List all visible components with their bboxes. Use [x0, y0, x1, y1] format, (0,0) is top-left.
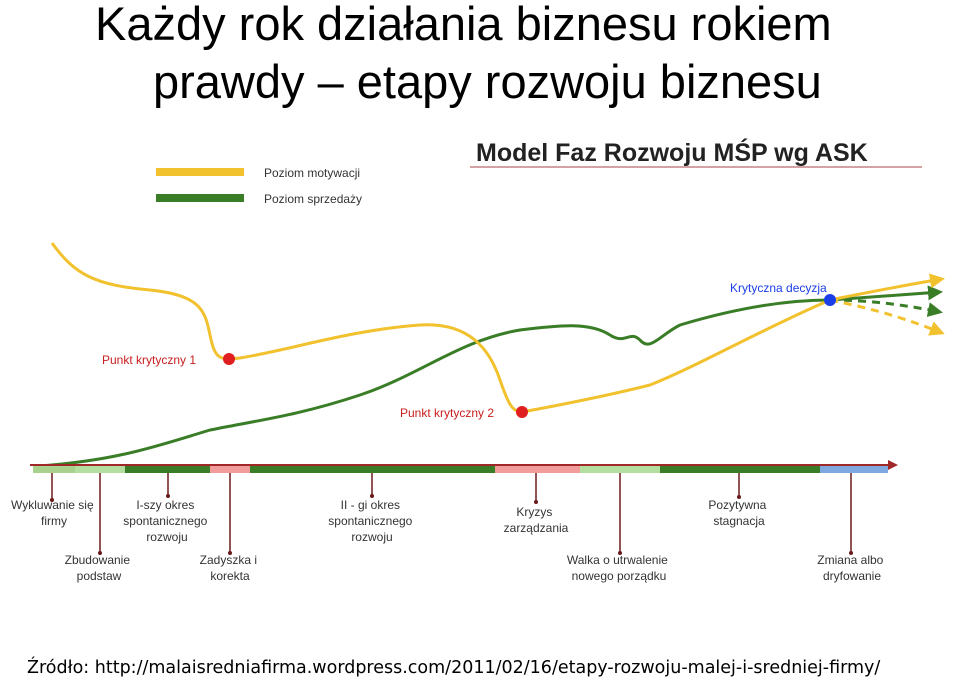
stage-label-second-growth: II - gi okres spontanicznego rozwoju: [328, 498, 415, 544]
sales-arrow-dashed: [829, 298, 943, 318]
stage-dot-9: [849, 551, 853, 555]
motivation-arrow-main: [829, 273, 945, 302]
stage-label-positive-stagnation: Pozytywna stagnacja: [708, 498, 769, 528]
stage-label-foundations-line-2: podstaw: [77, 569, 122, 583]
legend-swatch-sales: [156, 194, 244, 202]
stage-dot-8: [737, 495, 741, 499]
stage-dot-1: [50, 498, 54, 502]
timeline-segment-8: [660, 465, 820, 473]
stage-label-correction-line-1: Zadyszka i: [200, 553, 257, 567]
stage-dot-4: [228, 551, 232, 555]
stage-dot-5: [370, 494, 374, 498]
motivation-curve: [50, 242, 831, 414]
stage-label-correction: Zadyszka i korekta: [200, 553, 261, 583]
timeline-segment-2: [75, 465, 125, 473]
stage-label-change-or-drift-line-1: Zmiana albo: [817, 553, 883, 567]
source-citation: Źródło: http://malaisredniafirma.wordpre…: [27, 658, 881, 678]
critical-point-1-dot: [223, 353, 235, 365]
stage-tick-dots: [50, 494, 853, 555]
timeline-segment-7: [580, 465, 660, 473]
stage-dot-6: [534, 500, 538, 504]
timeline-segment-9: [820, 465, 888, 473]
stage-label-first-growth-line-2: spontanicznego: [123, 514, 207, 528]
legend-swatch-motivation: [156, 168, 244, 176]
slide-title: Każdy rok działania biznesu rokiem prawd…: [0, 0, 959, 112]
critical-point-2-dot: [516, 406, 528, 418]
stage-label-second-growth-line-3: rozwoju: [351, 530, 392, 544]
stage-label-foundations-line-1: Zbudowanie: [65, 553, 131, 567]
stage-dot-3: [166, 494, 170, 498]
stage-label-management-crisis: Kryzys zarządzania: [504, 505, 569, 535]
stage-label-correction-line-2: korekta: [210, 569, 250, 583]
motivation-arrow-dashed: [829, 298, 945, 336]
timeline-segment-4: [210, 465, 250, 473]
stage-label-change-or-drift-line-2: dryfowanie: [823, 569, 881, 583]
slide-title-line-1: Każdy rok działania biznesu rokiem: [95, 0, 832, 50]
sales-arrow-main: [829, 285, 943, 302]
diagram-heading: Model Faz Rozwoju MŚP wg ASK: [476, 137, 868, 167]
stage-label-management-crisis-line-2: zarządzania: [504, 521, 569, 535]
stage-label-positive-stagnation-line-2: stagnacja: [713, 514, 765, 528]
sales-curve: [39, 298, 831, 468]
critical-decision-label: Krytyczna decyzja: [730, 281, 827, 295]
stage-label-hatching-line-2: firmy: [41, 514, 67, 528]
stage-label-foundations: Zbudowanie podstaw: [65, 553, 134, 583]
stage-label-new-order-line-1: Walka o utrwalenie: [567, 553, 668, 567]
timeline-segment-1: [33, 465, 75, 473]
timeline-segment-5: [250, 465, 495, 473]
critical-point-1-label: Punkt krytyczny 1: [102, 353, 196, 367]
business-phase-diagram: Model Faz Rozwoju MŚP wg ASK Poziom moty…: [11, 137, 945, 583]
stage-label-new-order-line-2: nowego porządku: [572, 569, 667, 583]
stage-label-first-growth: I-szy okres spontanicznego rozwoju: [123, 498, 210, 544]
critical-point-2-label: Punkt krytyczny 2: [400, 406, 494, 420]
timeline-segment-6: [495, 465, 580, 473]
stage-label-second-growth-line-2: spontanicznego: [328, 514, 412, 528]
stage-dot-7: [618, 551, 622, 555]
stage-label-hatching: Wykluwanie się firmy: [11, 498, 97, 528]
stage-label-second-growth-line-1: II - gi okres: [341, 498, 400, 512]
stage-label-management-crisis-line-1: Kryzys: [516, 505, 552, 519]
timeline-segment-3: [125, 465, 210, 473]
stage-ticks: [51, 473, 852, 553]
legend-label-motivation: Poziom motywacji: [264, 166, 360, 180]
stage-label-positive-stagnation-line-1: Pozytywna: [708, 498, 766, 512]
legend-label-sales: Poziom sprzedaży: [264, 192, 362, 206]
slide-title-line-2: prawdy – etapy rozwoju biznesu: [153, 55, 822, 108]
stage-label-first-growth-line-1: I-szy okres: [136, 498, 194, 512]
stage-dot-2: [98, 551, 102, 555]
critical-decision-dot: [824, 294, 836, 306]
stage-label-hatching-line-1: Wykluwanie się: [11, 498, 94, 512]
stage-label-new-order: Walka o utrwalenie nowego porządku: [567, 553, 671, 583]
stage-label-change-or-drift: Zmiana albo dryfowanie: [817, 553, 886, 583]
stage-label-first-growth-line-3: rozwoju: [146, 530, 187, 544]
